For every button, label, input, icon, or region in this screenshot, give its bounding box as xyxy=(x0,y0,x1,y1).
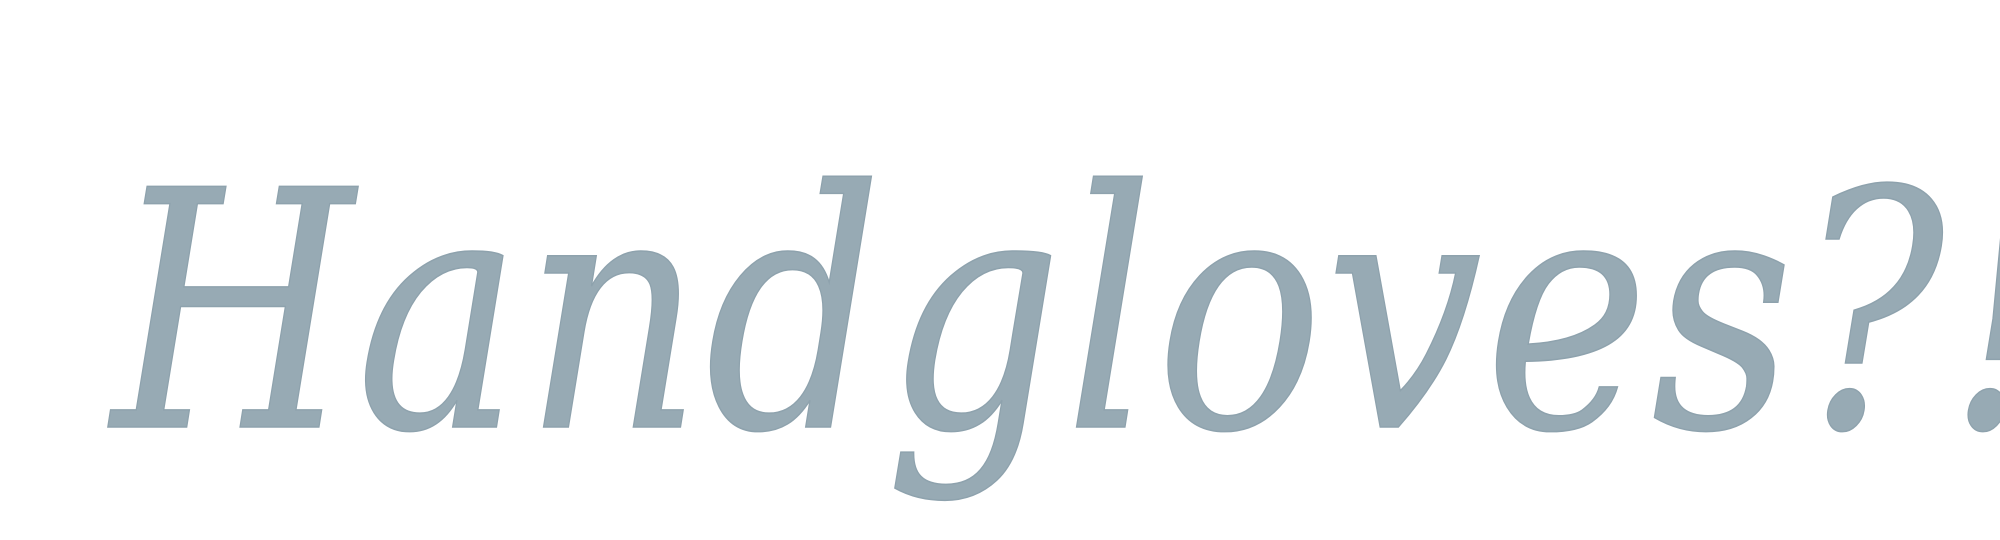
specimen-text: Handgloves?! xyxy=(111,121,2000,505)
